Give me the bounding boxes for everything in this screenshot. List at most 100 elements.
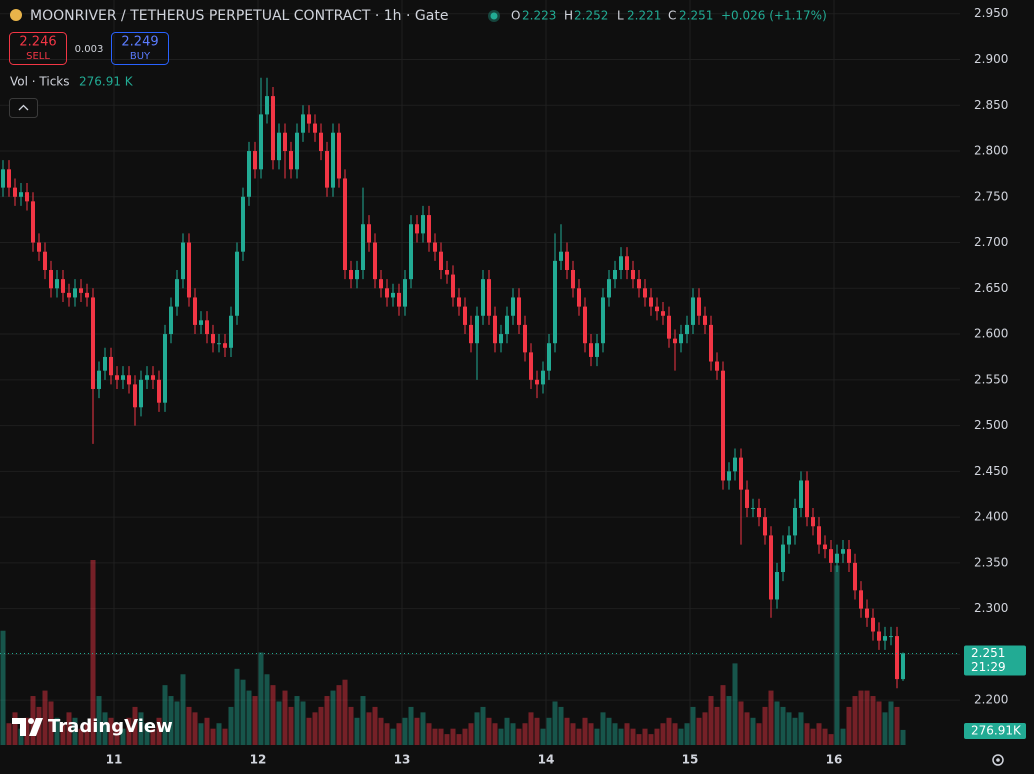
- x-tick-label: 11: [106, 753, 123, 767]
- candle-body: [223, 343, 227, 348]
- volume-bar: [0, 630, 6, 745]
- volume-bar: [6, 723, 12, 745]
- volume-bar: [108, 717, 114, 745]
- candle-body: [493, 315, 497, 344]
- settings-icon[interactable]: [992, 754, 1004, 766]
- volume-bar: [66, 712, 72, 745]
- volume-bar: [582, 717, 588, 745]
- candle-body: [523, 324, 527, 353]
- candle-body: [73, 288, 77, 298]
- candle-body: [541, 370, 545, 385]
- volume-bar: [330, 690, 336, 745]
- candle-body: [661, 311, 665, 316]
- candle-body: [7, 169, 11, 188]
- volume-bar: [246, 690, 252, 745]
- candle-body: [673, 338, 677, 344]
- candle-body: [487, 279, 491, 316]
- volume-bar: [546, 717, 552, 745]
- volume-bar: [54, 717, 60, 745]
- volume-bar: [462, 728, 468, 745]
- volume-bar: [306, 717, 312, 745]
- volume-bar: [450, 728, 456, 745]
- candle-body: [745, 489, 749, 508]
- volume-bar: [576, 728, 582, 745]
- volume-bar: [510, 723, 516, 745]
- candle-body: [757, 507, 761, 518]
- candle-body: [535, 379, 539, 385]
- candle-body: [481, 279, 485, 316]
- volume-bar: [744, 712, 750, 745]
- volume-bar: [486, 717, 492, 745]
- candle-body: [145, 375, 149, 380]
- candle-body: [91, 297, 95, 389]
- candle-body: [235, 251, 239, 316]
- ohlc-value: 2.223: [522, 9, 556, 23]
- volume-bar: [600, 712, 606, 745]
- ohlc-value: 2.251: [679, 9, 713, 23]
- volume-bar: [636, 734, 642, 745]
- x-tick-label: 14: [538, 753, 555, 767]
- candle-body: [763, 517, 767, 536]
- volume-bar: [348, 706, 354, 745]
- candle-body: [823, 544, 827, 550]
- volume-bar: [708, 696, 714, 745]
- volume-bar: [216, 723, 222, 745]
- x-tick-label: 15: [682, 753, 699, 767]
- volume-bar: [96, 696, 102, 745]
- candle-body: [61, 279, 65, 293]
- volume-bar: [504, 717, 510, 745]
- candle-body: [667, 315, 671, 339]
- candle-body: [709, 324, 713, 362]
- ohlc-label: L: [617, 9, 624, 23]
- volume-bar: [834, 565, 840, 745]
- candle-body: [601, 297, 605, 344]
- candle-body: [841, 549, 845, 554]
- candle-body: [241, 196, 245, 252]
- volume-bar: [552, 701, 558, 745]
- volume-bar: [468, 723, 474, 745]
- volume-bar: [114, 723, 120, 745]
- y-tick-label: 2.650: [974, 281, 1008, 295]
- candle-body: [253, 151, 257, 170]
- candle-body: [103, 356, 107, 371]
- volume-bar: [558, 706, 564, 745]
- candle-body: [637, 279, 641, 289]
- volume-bar: [42, 690, 48, 745]
- volume-bar: [690, 706, 696, 745]
- volume-bar: [798, 712, 804, 745]
- buy-button[interactable]: [111, 32, 169, 65]
- y-tick-label: 2.400: [974, 510, 1008, 524]
- y-tick-label: 2.450: [974, 464, 1008, 478]
- volume-bar: [444, 734, 450, 745]
- candle-body: [883, 636, 887, 641]
- candle-body: [547, 343, 551, 371]
- volume-bar: [390, 728, 396, 745]
- volume-bar: [120, 728, 126, 745]
- collapse-button[interactable]: [9, 98, 38, 118]
- volume-bar: [660, 723, 666, 745]
- candle-body: [367, 224, 371, 243]
- volume-bar: [420, 712, 426, 745]
- sell-button[interactable]: [9, 32, 67, 65]
- volume-bar: [840, 728, 846, 745]
- candle-body: [871, 617, 875, 632]
- volume-bar: [48, 701, 54, 745]
- candle-body: [433, 242, 437, 252]
- volume-bar: [804, 723, 810, 745]
- candle-body: [265, 96, 269, 115]
- candle-body: [715, 361, 719, 371]
- candle-body: [121, 375, 125, 380]
- volume-bar: [594, 728, 600, 745]
- volume-bar: [726, 696, 732, 745]
- volume-bar: [198, 723, 204, 745]
- volume-bar: [210, 728, 216, 745]
- volume-bar: [192, 712, 198, 745]
- candle-body: [475, 315, 479, 344]
- candle-body: [817, 526, 821, 545]
- volume-bar: [372, 706, 378, 745]
- candle-body: [193, 297, 197, 325]
- volume-bar: [750, 717, 756, 745]
- candle-body: [85, 292, 89, 298]
- candle-body: [409, 224, 413, 280]
- candle-body: [49, 269, 53, 289]
